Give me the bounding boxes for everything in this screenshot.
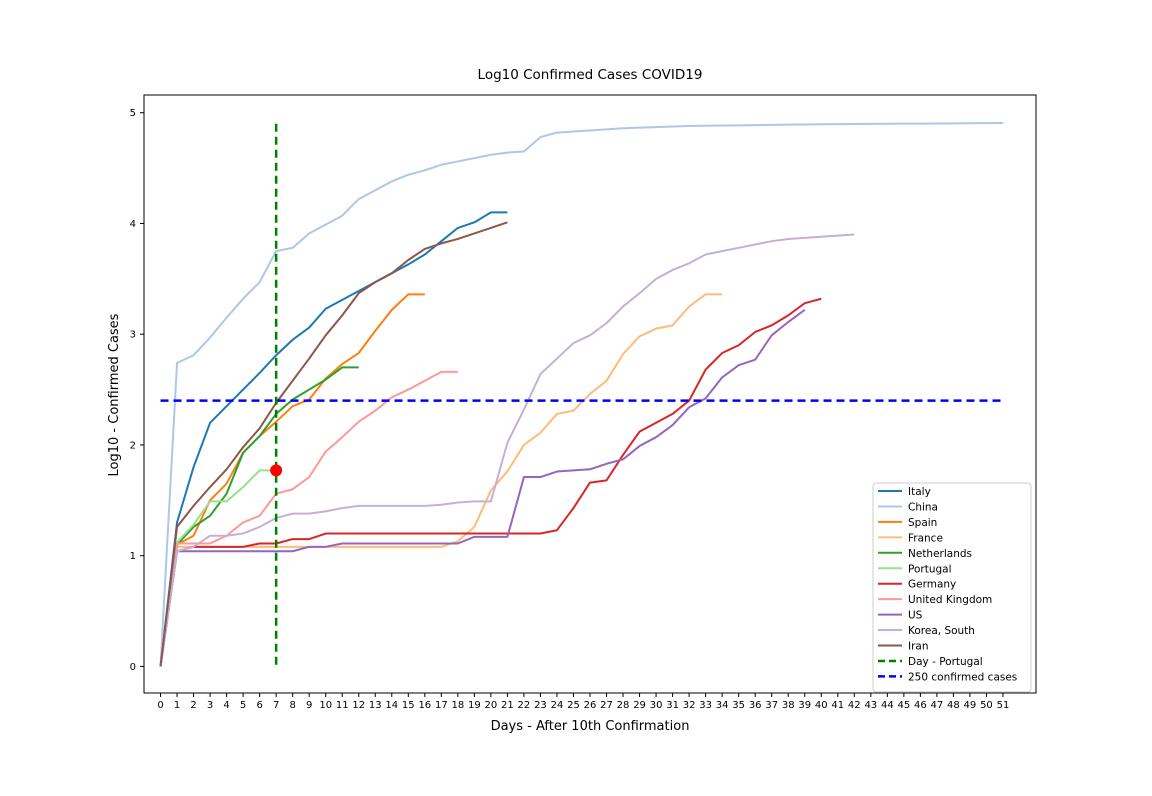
y-tick-label: 5 — [130, 108, 136, 119]
x-tick-label: 13 — [369, 700, 382, 711]
x-tick-label: 38 — [782, 700, 795, 711]
x-tick-label: 44 — [881, 700, 894, 711]
x-tick-label: 2 — [190, 700, 196, 711]
legend-label: Netherlands — [908, 548, 972, 560]
x-tick-label: 41 — [831, 700, 844, 711]
legend-label: US — [908, 610, 923, 622]
x-tick-label: 0 — [157, 700, 163, 711]
x-tick-label: 28 — [617, 700, 630, 711]
x-tick-label: 12 — [352, 700, 365, 711]
x-tick-label: 34 — [716, 700, 729, 711]
x-tick-label: 15 — [402, 700, 415, 711]
x-tick-label: 20 — [485, 700, 498, 711]
x-tick-label: 18 — [451, 700, 464, 711]
chart-title: Log10 Confirmed Cases COVID19 — [478, 67, 703, 83]
x-tick-label: 27 — [600, 700, 613, 711]
x-tick-label: 3 — [207, 700, 213, 711]
legend-label: 250 confirmed cases — [908, 671, 1017, 683]
series-line-china — [159, 122, 1003, 667]
x-tick-label: 22 — [518, 700, 531, 711]
y-tick-label: 1 — [130, 551, 136, 562]
x-tick-label: 17 — [435, 700, 448, 711]
legend: Italy China Spain France Netherlands Portugal… — [872, 482, 1032, 693]
x-tick-label: 48 — [947, 700, 960, 711]
plot-frame — [143, 94, 1037, 694]
series-line-germany — [159, 297, 822, 667]
x-tick-label: 45 — [897, 700, 910, 711]
x-tick-label: 24 — [551, 700, 564, 711]
x-tick-label: 5 — [240, 700, 246, 711]
x-tick-label: 46 — [914, 700, 927, 711]
x-tick-label: 26 — [584, 700, 597, 711]
x-tick-label: 10 — [319, 700, 332, 711]
y-tick-label: 4 — [130, 219, 136, 230]
x-tick-label: 1 — [174, 700, 180, 711]
plot-layer — [159, 122, 1003, 667]
y-axis-label: Log10 - Confirmed Cases — [107, 313, 122, 476]
x-tick-label: 50 — [980, 700, 993, 711]
x-tick-label: 7 — [273, 700, 279, 711]
x-tick-label: 6 — [256, 700, 262, 711]
portugal-current-marker — [270, 464, 283, 477]
x-tick-label: 47 — [931, 700, 944, 711]
x-tick-label: 14 — [385, 700, 398, 711]
series-line-france — [159, 293, 723, 667]
series-line-spain — [159, 293, 425, 667]
series-line-united-kingdom — [159, 370, 458, 667]
legend-label: Portugal — [908, 563, 952, 575]
y-tick-label: 0 — [130, 662, 136, 673]
x-tick-label: 42 — [848, 700, 861, 711]
x-tick-label: 39 — [798, 700, 811, 711]
legend-label: Germany — [908, 579, 956, 591]
series-line-us — [159, 309, 806, 667]
legend-label: Day - Portugal — [908, 656, 983, 668]
x-axis-label: Days - After 10th Confirmation — [491, 719, 690, 734]
legend-label: United Kingdom — [908, 594, 992, 606]
ticks-layer: 0 1 2 3 4 5 6 7 8 9 10 11 12 13 14 15 16 17 18 19 20 21 22 23 24… — [130, 108, 1010, 711]
x-tick-label: 51 — [997, 700, 1010, 711]
series-line-portugal — [159, 469, 277, 667]
x-tick-label: 49 — [964, 700, 977, 711]
y-tick-label: 3 — [130, 330, 136, 341]
x-tick-label: 8 — [289, 700, 295, 711]
x-tick-label: 35 — [732, 700, 745, 711]
legend-label: Spain — [908, 517, 937, 529]
legend-label: France — [908, 532, 943, 544]
x-tick-label: 40 — [815, 700, 828, 711]
x-tick-label: 30 — [650, 700, 663, 711]
x-tick-label: 36 — [749, 700, 762, 711]
series-line-netherlands — [159, 366, 359, 667]
x-tick-label: 37 — [765, 700, 778, 711]
x-tick-label: 29 — [633, 700, 646, 711]
x-tick-label: 16 — [418, 700, 431, 711]
x-tick-label: 19 — [468, 700, 481, 711]
x-tick-label: 43 — [864, 700, 877, 711]
x-tick-label: 21 — [501, 700, 514, 711]
x-tick-label: 31 — [666, 700, 679, 711]
x-tick-label: 11 — [336, 700, 349, 711]
x-tick-label: 23 — [534, 700, 547, 711]
legend-box — [872, 482, 1032, 693]
x-tick-label: 4 — [223, 700, 229, 711]
x-tick-label: 32 — [683, 700, 696, 711]
legend-label: Korea, South — [908, 625, 975, 637]
x-tick-label: 25 — [567, 700, 580, 711]
series-line-italy — [159, 211, 508, 667]
legend-label: Italy — [908, 486, 931, 498]
x-tick-label: 9 — [306, 700, 312, 711]
y-tick-label: 2 — [130, 440, 136, 451]
series-line-iran — [159, 221, 508, 667]
x-tick-label: 33 — [699, 700, 712, 711]
legend-label: China — [908, 501, 938, 513]
legend-label: Iran — [908, 641, 929, 653]
